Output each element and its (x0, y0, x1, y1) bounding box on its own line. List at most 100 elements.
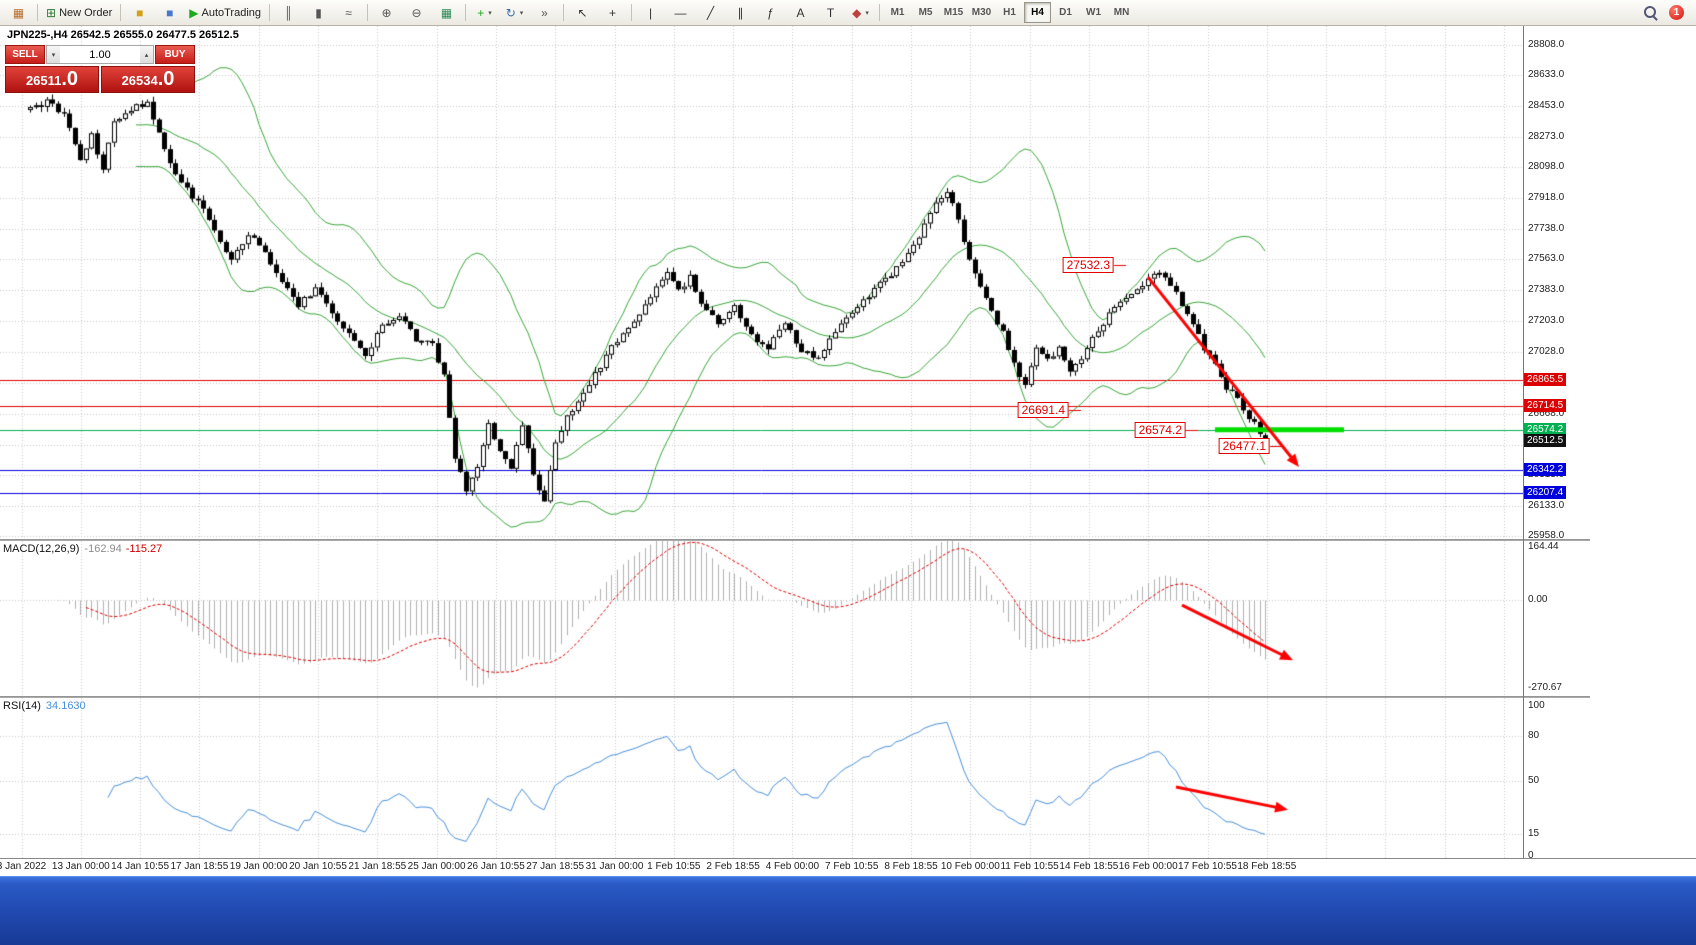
line-chart-icon: ≈ (345, 5, 352, 20)
main-toolbar: ▦ ⊞ New Order ■ ■ ▶ AutoTrading ║ ▮ ≈ ⊕ ⊖ ▦ + ▾ ↻ ▾» ↖ + | —… (0, 0, 1696, 26)
candlestick-chart-icon: ▮ (315, 5, 322, 20)
toolbar-separator (879, 4, 881, 21)
notifications-badge[interactable]: 1 (1669, 5, 1684, 20)
toolbar-separator (465, 4, 467, 21)
timeframe-mn-button[interactable]: MN (1113, 7, 1130, 18)
new-order-button[interactable]: ⊞ New Order (42, 2, 116, 24)
volume-box: ▾ ▴ (46, 45, 154, 64)
time-axis-label: 13 Jan 00:00 (51, 861, 110, 872)
timeframe-m1-button[interactable]: M1 (890, 7, 905, 18)
crosshair-icon[interactable]: + (598, 2, 627, 24)
time-axis-label: 21 Jan 18:55 (348, 861, 407, 872)
taskbar[interactable] (0, 876, 1696, 945)
price-callout[interactable]: 26691.4 (1017, 401, 1069, 418)
timeframe-m5-button[interactable]: M5 (918, 7, 933, 18)
zoom-out-icon[interactable]: ⊖ (402, 2, 431, 24)
price-level-label: 26714.5 (1524, 399, 1567, 413)
timeframe-m15-button[interactable]: M15 (943, 7, 964, 18)
tile-windows-icon[interactable]: ▦ (432, 2, 461, 24)
time-axis-label: 26 Jan 10:55 (466, 861, 525, 872)
time-axis[interactable]: 3 Jan 2022 13 Jan 00:00 14 Jan 10:55 17 Jan… (0, 858, 1696, 876)
panel-divider[interactable] (0, 539, 1696, 541)
chart-window-icon: ▦ (12, 5, 25, 20)
time-axis-label: 18 Feb 18:55 (1237, 861, 1297, 872)
channel-icon[interactable]: ∥ (726, 2, 755, 24)
time-axis-label: 16 Feb 00:00 (1118, 861, 1178, 872)
volume-decrease-button[interactable]: ▾ (47, 46, 60, 63)
zoom-in-icon: ⊕ (381, 5, 392, 20)
expert-advisors-icon[interactable]: ■ (125, 2, 154, 24)
rsi-axis-tick: 50 (1528, 775, 1540, 787)
dropdown-caret-icon: ▾ (488, 9, 492, 17)
y-axis-tick: 25958.0 (1528, 529, 1565, 541)
expert-advisors-icon: ■ (136, 5, 144, 20)
autotrading-button[interactable]: ▶ AutoTrading (185, 2, 265, 24)
timeframe-w1-button[interactable]: W1 (1086, 7, 1102, 18)
y-axis-tick: 27918.0 (1528, 192, 1565, 204)
chart-title: JPN225-,H4 26542.5 26555.0 26477.5 26512… (7, 29, 239, 41)
price-level-label: 26865.5 (1524, 373, 1567, 387)
one-click-prices: 26511 .0 26534 .0 (5, 66, 195, 93)
y-axis-tick: 26133.0 (1528, 499, 1565, 511)
chart-shift-icon: » (541, 5, 548, 20)
macd-panel-canvas[interactable] (0, 541, 1523, 696)
macd-main-value: -162.94 (84, 543, 122, 555)
time-axis-label: 20 Jan 10:55 (289, 861, 347, 872)
candlestick-chart-icon[interactable]: ▮ (304, 2, 333, 24)
right-empty-area (1590, 26, 1696, 858)
sell-button[interactable]: SELL (5, 45, 45, 64)
toolbar-separator (269, 4, 271, 21)
autoscroll-icon: ↻ (505, 5, 516, 20)
chart-shift-icon[interactable]: » (530, 2, 559, 24)
bar-chart-icon[interactable]: ║ (274, 2, 303, 24)
timeframe-h4-button[interactable]: H4 (1024, 2, 1052, 23)
trendline-icon[interactable]: ╱ (696, 2, 725, 24)
toolbar-separator (367, 4, 369, 21)
price-callout[interactable]: 27532.3 (1062, 256, 1114, 273)
zoom-out-icon: ⊖ (411, 5, 422, 20)
sell-price-small: 26511 (25, 73, 62, 88)
timeframe-h1-button[interactable]: H1 (1003, 7, 1016, 18)
volume-increase-button[interactable]: ▴ (140, 46, 153, 63)
text-label-icon[interactable]: T (816, 2, 845, 24)
rsi-panel-canvas[interactable] (0, 698, 1523, 858)
y-axis-tick: 28098.0 (1528, 161, 1565, 173)
main-chart-canvas[interactable] (0, 26, 1523, 539)
buy-price-display[interactable]: 26534 .0 (101, 66, 195, 93)
metaeditor-icon[interactable]: ■ (155, 2, 184, 24)
search-icon[interactable] (1643, 5, 1659, 21)
time-axis-label: 7 Feb 10:55 (825, 861, 879, 872)
vertical-line-icon[interactable]: | (636, 2, 665, 24)
buy-button[interactable]: BUY (155, 45, 195, 64)
zoom-in-icon[interactable]: ⊕ (372, 2, 401, 24)
time-axis-label: 4 Feb 00:00 (765, 861, 820, 872)
new-chart-icon: + (477, 5, 485, 20)
price-callout[interactable]: 26574.2 (1134, 421, 1186, 438)
time-axis-label: 31 Jan 00:00 (585, 861, 644, 872)
trendline-icon: ╱ (706, 5, 715, 20)
line-chart-icon[interactable]: ≈ (334, 2, 363, 24)
price-callout[interactable]: 26477.1 (1218, 438, 1270, 455)
chart-window-icon[interactable]: ▦ (4, 2, 33, 24)
y-axis-tick: 27383.0 (1528, 284, 1565, 296)
new-order-icon: ⊞ (46, 5, 57, 20)
text-icon[interactable]: A (786, 2, 815, 24)
shapes-icon[interactable]: ◆ ▾ (846, 2, 875, 24)
time-axis-label: 3 Jan 2022 (0, 861, 47, 872)
cursor-icon[interactable]: ↖ (568, 2, 597, 24)
timeframe-m30-button[interactable]: M30 (971, 7, 992, 18)
timeframe-d1-button[interactable]: D1 (1059, 7, 1072, 18)
sell-price-display[interactable]: 26511 .0 (5, 66, 99, 93)
volume-input[interactable] (60, 46, 140, 63)
panel-divider[interactable] (0, 696, 1696, 698)
new-chart-button[interactable]: + ▾ (470, 2, 499, 24)
horizontal-line-icon[interactable]: — (666, 2, 695, 24)
macd-axis-tick: 0.00 (1528, 594, 1548, 606)
y-axis-tick: 27563.0 (1528, 253, 1565, 265)
autoscroll-icon[interactable]: ↻ ▾ (500, 2, 529, 24)
fibonacci-icon[interactable]: ƒ (756, 2, 785, 24)
channel-icon: ∥ (737, 5, 744, 20)
time-axis-label: 17 Jan 18:55 (170, 861, 229, 872)
tile-windows-icon: ▦ (440, 5, 453, 20)
y-axis-tick: 28453.0 (1528, 100, 1565, 112)
